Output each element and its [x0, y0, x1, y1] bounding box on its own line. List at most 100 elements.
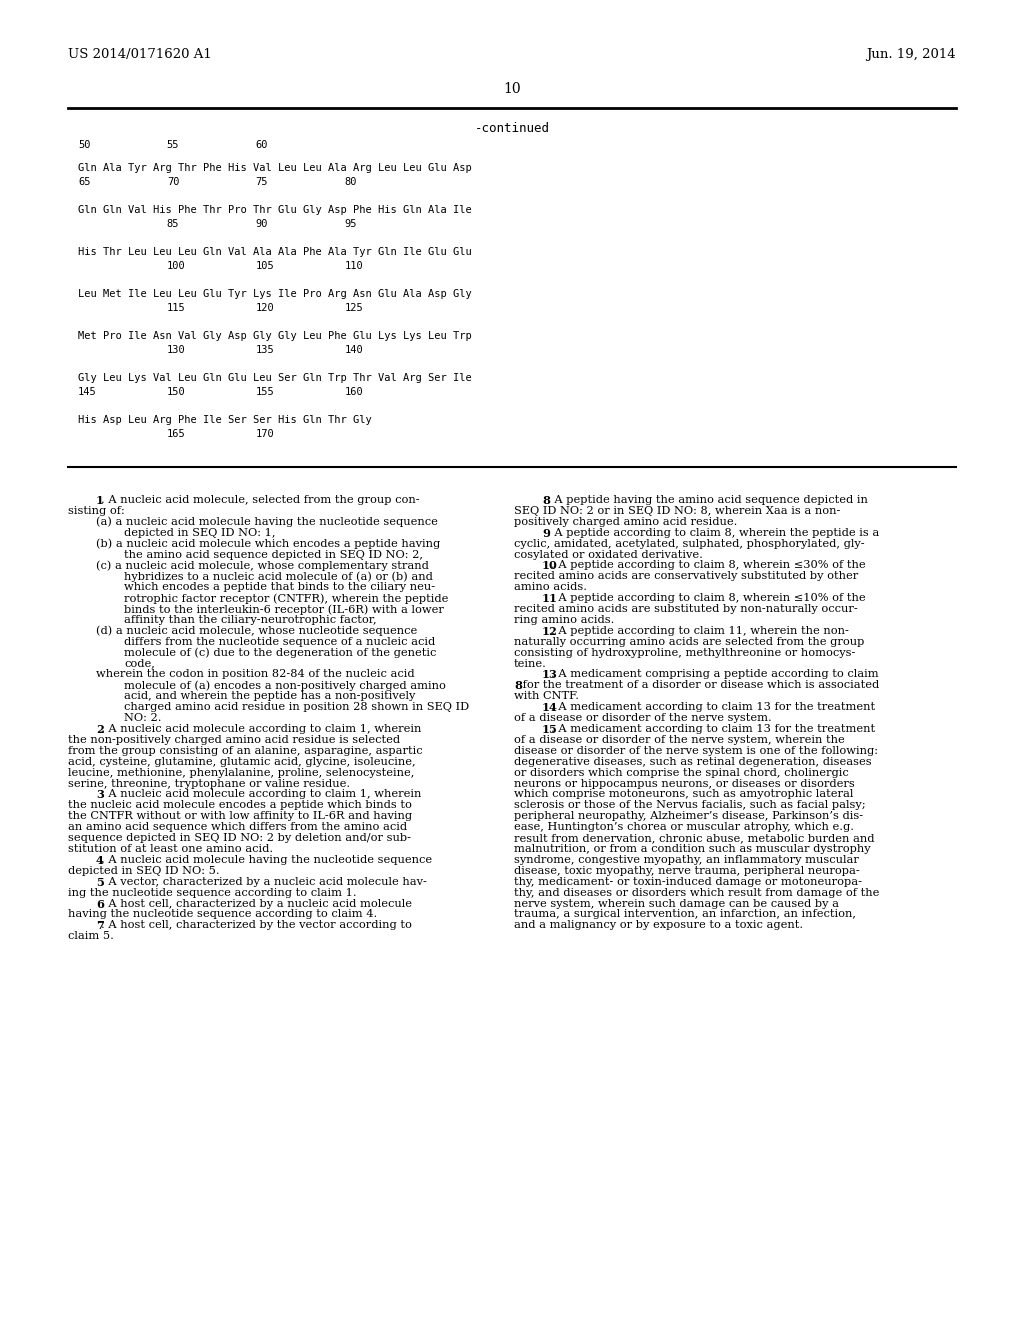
Text: 6: 6: [96, 899, 103, 909]
Text: disease, toxic myopathy, nerve trauma, peripheral neuropa-: disease, toxic myopathy, nerve trauma, p…: [514, 866, 860, 875]
Text: claim 5.: claim 5.: [68, 931, 114, 941]
Text: Met Pro Ile Asn Val Gly Asp Gly Gly Leu Phe Glu Lys Lys Leu Trp: Met Pro Ile Asn Val Gly Asp Gly Gly Leu …: [78, 331, 472, 341]
Text: Jun. 19, 2014: Jun. 19, 2014: [866, 48, 956, 61]
Text: charged amino acid residue in position 28 shown in SEQ ID: charged amino acid residue in position 2…: [124, 702, 469, 713]
Text: . A nucleic acid molecule having the nucleotide sequence: . A nucleic acid molecule having the nuc…: [100, 855, 432, 865]
Text: His Asp Leu Arg Phe Ile Ser Ser His Gln Thr Gly: His Asp Leu Arg Phe Ile Ser Ser His Gln …: [78, 414, 372, 425]
Text: 75: 75: [256, 177, 268, 187]
Text: 60: 60: [256, 140, 268, 150]
Text: 13: 13: [542, 669, 558, 681]
Text: rotrophic factor receptor (CNTFR), wherein the peptide: rotrophic factor receptor (CNTFR), where…: [124, 593, 449, 603]
Text: 85: 85: [167, 219, 179, 228]
Text: having the nucleotide sequence according to claim 4.: having the nucleotide sequence according…: [68, 909, 377, 920]
Text: cyclic, amidated, acetylated, sulphated, phosphorylated, gly-: cyclic, amidated, acetylated, sulphated,…: [514, 539, 864, 549]
Text: binds to the interleukin-6 receptor (IL-6R) with a lower: binds to the interleukin-6 receptor (IL-…: [124, 605, 443, 615]
Text: with CNTF.: with CNTF.: [514, 692, 579, 701]
Text: 9: 9: [542, 528, 550, 539]
Text: 130: 130: [167, 345, 185, 355]
Text: the nucleic acid molecule encodes a peptide which binds to: the nucleic acid molecule encodes a pept…: [68, 800, 412, 810]
Text: positively charged amino acid residue.: positively charged amino acid residue.: [514, 517, 737, 527]
Text: 100: 100: [167, 261, 185, 271]
Text: 14: 14: [542, 702, 558, 713]
Text: cosylated or oxidated derivative.: cosylated or oxidated derivative.: [514, 549, 702, 560]
Text: recited amino acids are conservatively substituted by other: recited amino acids are conservatively s…: [514, 572, 858, 581]
Text: . A nucleic acid molecule, selected from the group con-: . A nucleic acid molecule, selected from…: [100, 495, 419, 506]
Text: thy, medicament- or toxin-induced damage or motoneuropa-: thy, medicament- or toxin-induced damage…: [514, 876, 862, 887]
Text: ease, Huntington’s chorea or muscular atrophy, which e.g.: ease, Huntington’s chorea or muscular at…: [514, 822, 854, 832]
Text: acid, and wherein the peptide has a non-positively: acid, and wherein the peptide has a non-…: [124, 692, 416, 701]
Text: (d) a nucleic acid molecule, whose nucleotide sequence: (d) a nucleic acid molecule, whose nucle…: [96, 626, 417, 636]
Text: depicted in SEQ ID NO: 5.: depicted in SEQ ID NO: 5.: [68, 866, 219, 875]
Text: molecule of (c) due to the degeneration of the genetic: molecule of (c) due to the degeneration …: [124, 648, 436, 659]
Text: result from denervation, chronic abuse, metabolic burden and: result from denervation, chronic abuse, …: [514, 833, 874, 843]
Text: His Thr Leu Leu Leu Gln Val Ala Ala Phe Ala Tyr Gln Ile Glu Glu: His Thr Leu Leu Leu Gln Val Ala Ala Phe …: [78, 247, 472, 257]
Text: . A vector, characterized by a nucleic acid molecule hav-: . A vector, characterized by a nucleic a…: [100, 876, 426, 887]
Text: sclerosis or those of the Nervus facialis, such as facial palsy;: sclerosis or those of the Nervus faciali…: [514, 800, 865, 810]
Text: acid, cysteine, glutamine, glutamic acid, glycine, isoleucine,: acid, cysteine, glutamine, glutamic acid…: [68, 756, 416, 767]
Text: affinity than the ciliary-neurotrophic factor,: affinity than the ciliary-neurotrophic f…: [124, 615, 377, 624]
Text: 15: 15: [542, 725, 558, 735]
Text: US 2014/0171620 A1: US 2014/0171620 A1: [68, 48, 212, 61]
Text: 120: 120: [256, 304, 274, 313]
Text: 115: 115: [167, 304, 185, 313]
Text: . A medicament according to claim 13 for the treatment: . A medicament according to claim 13 for…: [551, 725, 876, 734]
Text: 7: 7: [96, 920, 103, 932]
Text: the non-positively charged amino acid residue is selected: the non-positively charged amino acid re…: [68, 735, 400, 744]
Text: the CNTFR without or with low affinity to IL-6R and having: the CNTFR without or with low affinity t…: [68, 812, 412, 821]
Text: degenerative diseases, such as retinal degeneration, diseases: degenerative diseases, such as retinal d…: [514, 756, 871, 767]
Text: Gly Leu Lys Val Leu Gln Glu Leu Ser Gln Trp Thr Val Arg Ser Ile: Gly Leu Lys Val Leu Gln Glu Leu Ser Gln …: [78, 374, 472, 383]
Text: 50: 50: [78, 140, 90, 150]
Text: 10: 10: [542, 561, 558, 572]
Text: 11: 11: [542, 593, 558, 605]
Text: stitution of at least one amino acid.: stitution of at least one amino acid.: [68, 843, 273, 854]
Text: of a disease or disorder of the nerve system, wherein the: of a disease or disorder of the nerve sy…: [514, 735, 845, 744]
Text: 110: 110: [344, 261, 364, 271]
Text: amino acids.: amino acids.: [514, 582, 587, 593]
Text: of a disease or disorder of the nerve system.: of a disease or disorder of the nerve sy…: [514, 713, 772, 723]
Text: Gln Gln Val His Phe Thr Pro Thr Glu Gly Asp Phe His Gln Ala Ile: Gln Gln Val His Phe Thr Pro Thr Glu Gly …: [78, 205, 472, 215]
Text: 65: 65: [78, 177, 90, 187]
Text: 4: 4: [96, 855, 103, 866]
Text: 12: 12: [542, 626, 558, 636]
Text: 125: 125: [344, 304, 364, 313]
Text: 10: 10: [503, 82, 521, 96]
Text: peripheral neuropathy, Alzheimer’s disease, Parkinson’s dis-: peripheral neuropathy, Alzheimer’s disea…: [514, 812, 863, 821]
Text: 90: 90: [256, 219, 268, 228]
Text: recited amino acids are substituted by non-naturally occur-: recited amino acids are substituted by n…: [514, 605, 858, 614]
Text: . A peptide having the amino acid sequence depicted in: . A peptide having the amino acid sequen…: [547, 495, 867, 506]
Text: from the group consisting of an alanine, asparagine, aspartic: from the group consisting of an alanine,…: [68, 746, 423, 756]
Text: -continued: -continued: [474, 121, 550, 135]
Text: teine.: teine.: [514, 659, 547, 669]
Text: 155: 155: [256, 387, 274, 397]
Text: 105: 105: [256, 261, 274, 271]
Text: 70: 70: [167, 177, 179, 187]
Text: 150: 150: [167, 387, 185, 397]
Text: naturally occurring amino acids are selected from the group: naturally occurring amino acids are sele…: [514, 636, 864, 647]
Text: differs from the nucleotide sequence of a nucleic acid: differs from the nucleotide sequence of …: [124, 636, 435, 647]
Text: the amino acid sequence depicted in SEQ ID NO: 2,: the amino acid sequence depicted in SEQ …: [124, 549, 423, 560]
Text: . A nucleic acid molecule according to claim 1, wherein: . A nucleic acid molecule according to c…: [100, 789, 421, 800]
Text: NO: 2.: NO: 2.: [124, 713, 162, 723]
Text: 160: 160: [344, 387, 364, 397]
Text: . A peptide according to claim 8, wherein the peptide is a: . A peptide according to claim 8, wherei…: [547, 528, 879, 537]
Text: . A peptide according to claim 11, wherein the non-: . A peptide according to claim 11, where…: [551, 626, 849, 636]
Text: which comprise motoneurons, such as amyotrophic lateral: which comprise motoneurons, such as amyo…: [514, 789, 853, 800]
Text: 1: 1: [96, 495, 104, 506]
Text: . A nucleic acid molecule according to claim 1, wherein: . A nucleic acid molecule according to c…: [100, 725, 421, 734]
Text: . A medicament comprising a peptide according to claim: . A medicament comprising a peptide acco…: [551, 669, 879, 680]
Text: 145: 145: [78, 387, 96, 397]
Text: for the treatment of a disorder or disease which is associated: for the treatment of a disorder or disea…: [518, 680, 879, 690]
Text: (c) a nucleic acid molecule, whose complementary strand: (c) a nucleic acid molecule, whose compl…: [96, 561, 429, 572]
Text: 135: 135: [256, 345, 274, 355]
Text: 5: 5: [96, 876, 103, 888]
Text: (a) a nucleic acid molecule having the nucleotide sequence: (a) a nucleic acid molecule having the n…: [96, 517, 438, 528]
Text: syndrome, congestive myopathy, an inflammatory muscular: syndrome, congestive myopathy, an inflam…: [514, 855, 859, 865]
Text: . A host cell, characterized by a nucleic acid molecule: . A host cell, characterized by a nuclei…: [100, 899, 412, 908]
Text: wherein the codon in position 82-84 of the nucleic acid: wherein the codon in position 82-84 of t…: [96, 669, 415, 680]
Text: which encodes a peptide that binds to the ciliary neu-: which encodes a peptide that binds to th…: [124, 582, 435, 593]
Text: Leu Met Ile Leu Leu Glu Tyr Lys Ile Pro Arg Asn Glu Ala Asp Gly: Leu Met Ile Leu Leu Glu Tyr Lys Ile Pro …: [78, 289, 472, 300]
Text: and a malignancy or by exposure to a toxic agent.: and a malignancy or by exposure to a tox…: [514, 920, 803, 931]
Text: thy, and diseases or disorders which result from damage of the: thy, and diseases or disorders which res…: [514, 887, 880, 898]
Text: ring amino acids.: ring amino acids.: [514, 615, 614, 624]
Text: 8: 8: [514, 680, 522, 692]
